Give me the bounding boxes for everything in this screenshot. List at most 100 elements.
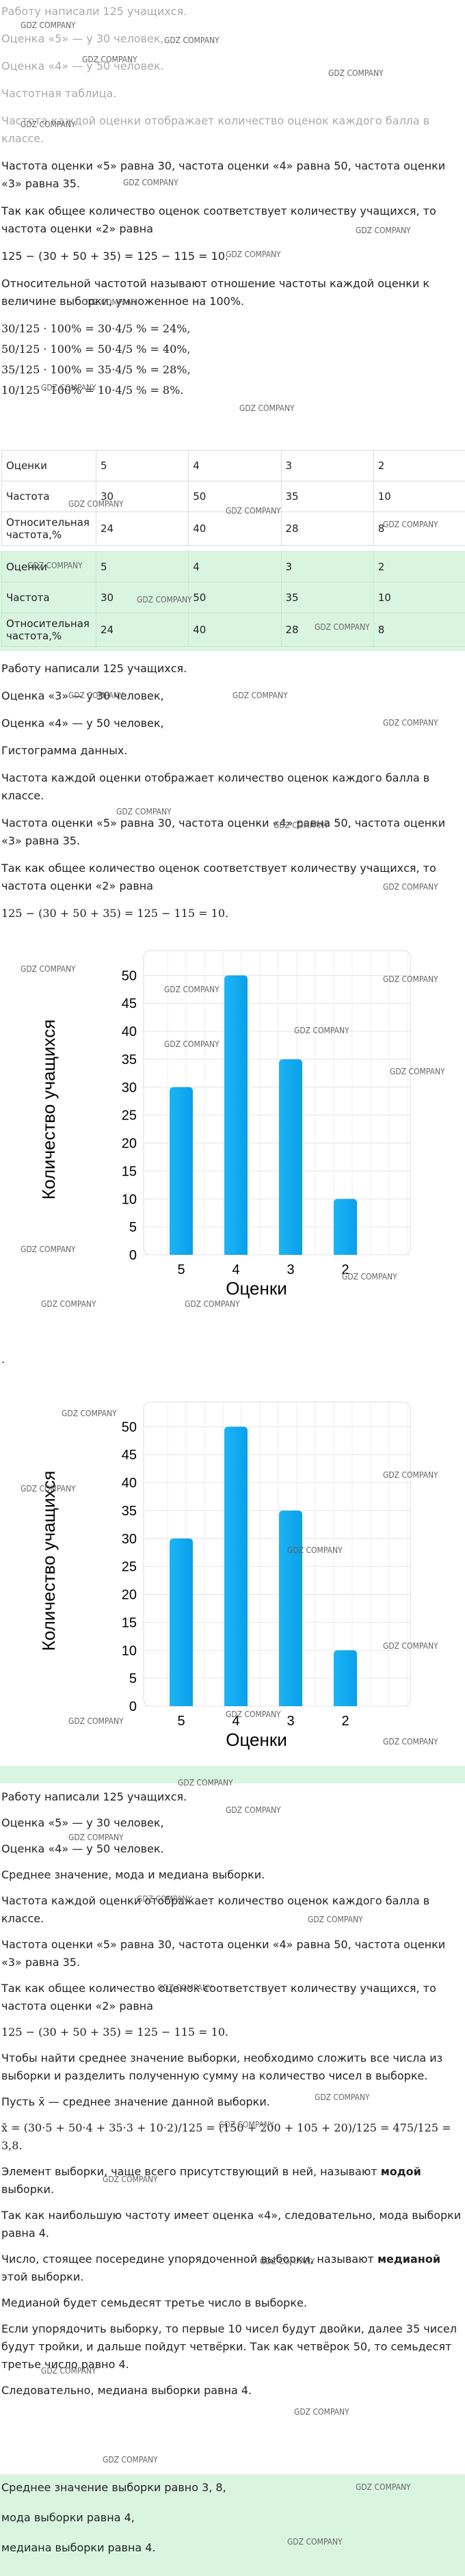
- table-cell: 5: [95, 450, 189, 481]
- watermark: GDZ COMPANY: [356, 2482, 411, 2492]
- frequency-table: Оценки 5 4 3 2 Частота 30 50 35 10 Относительная ч…: [0, 450, 465, 551]
- watermark: GDZ COMPANY: [383, 718, 438, 728]
- y-tick-label: 20: [122, 1137, 137, 1152]
- watermark: GDZ COMPANY: [239, 403, 295, 413]
- answer-block: Среднее значение выборки равно 3, 8, мода…: [0, 2474, 465, 2576]
- histogram-section: Работу написали 125 учащихся. Оценка «3» …: [0, 660, 465, 933]
- table-cell: 24: [95, 512, 189, 546]
- x-tick-label: 3: [287, 1262, 294, 1277]
- text: x̄ = (30·5 + 50·4 + 35·3 + 10·2)/125 = (…: [1, 2121, 451, 2152]
- text: Так как наибольшую частоту имеет оценка …: [1, 2209, 462, 2240]
- table-cell: 24: [95, 613, 189, 647]
- table-cell: 10: [373, 582, 465, 613]
- frequency-table-highlighted: Оценки 5 4 3 2 Частота 30 50 35 10 Относительная ч…: [0, 551, 465, 651]
- table-cell: 50: [188, 582, 282, 613]
- table-cell: 5: [95, 551, 189, 583]
- paragraph: Оценка «4» — у 50 человек,: [1, 717, 164, 730]
- watermark: GDZ COMPANY: [21, 21, 76, 30]
- table-cell: 8: [373, 613, 465, 647]
- y-tick-label: 25: [122, 1560, 137, 1575]
- x-axis-label: Оценки: [226, 1729, 287, 1750]
- x-tick-label: 5: [177, 1262, 185, 1277]
- paragraph: Оценка «4» — у 50 человек.: [1, 1840, 464, 1858]
- watermark: GDZ COMPANY: [342, 1272, 397, 1282]
- paragraph: Оценка «5» — у 30 человек,: [1, 32, 164, 45]
- table-cell: 30: [95, 582, 189, 613]
- y-tick-label: 40: [122, 1024, 137, 1039]
- paragraph: Число, стоящее посередине упорядоченной …: [1, 2250, 464, 2286]
- watermark: GDZ COMPANY: [294, 2407, 349, 2417]
- table-row: Относительная частота,% 24 40 28 8: [1, 613, 465, 647]
- x-axis-label: Оценки: [226, 1278, 287, 1299]
- y-tick-label: 5: [129, 1220, 137, 1235]
- text: Частота каждой оценки отображает количес…: [1, 1894, 430, 1925]
- watermark: GDZ COMPANY: [137, 595, 192, 605]
- text: Медианой будет семьдесят третье число в …: [1, 2296, 307, 2309]
- table-cell: 28: [280, 512, 374, 546]
- watermark: GDZ COMPANY: [21, 120, 76, 129]
- watermark: GDZ COMPANY: [41, 383, 96, 393]
- highlight-band: [0, 1766, 465, 1783]
- text: Так как общее количество оценок соответс…: [1, 1982, 436, 2013]
- watermark: GDZ COMPANY: [356, 226, 411, 235]
- watermark: GDZ COMPANY: [274, 821, 329, 830]
- y-tick-label: 5: [129, 1671, 137, 1686]
- paragraph: Частота оценки «5» равна 30, частота оце…: [1, 816, 446, 847]
- watermark: GDZ COMPANY: [383, 1470, 438, 1480]
- x-tick-label: 3: [287, 1714, 294, 1729]
- y-tick-label: 10: [122, 1192, 137, 1207]
- y-tick-label: 40: [122, 1476, 137, 1491]
- x-tick-label: 4: [232, 1262, 239, 1277]
- watermark: GDZ COMPANY: [68, 499, 124, 509]
- text: Если упорядочить выборку, то первые 10 ч…: [1, 2322, 457, 2371]
- watermark: GDZ COMPANY: [164, 36, 220, 45]
- y-tick-label: 45: [122, 1448, 137, 1463]
- y-tick-label: 30: [122, 1532, 137, 1547]
- watermark: GDZ COMPANY: [41, 1299, 96, 1309]
- watermark: GDZ COMPANY: [226, 1805, 281, 1815]
- watermark: GDZ COMPANY: [383, 974, 438, 984]
- intro-section: Работу написали 125 учащихся. Оценка «5» …: [0, 3, 465, 447]
- table-cell: 8: [373, 512, 465, 546]
- table-cell: 35: [280, 481, 374, 512]
- watermark: GDZ COMPANY: [21, 964, 76, 974]
- paragraph: Если упорядочить выборку, то первые 10 ч…: [1, 2320, 464, 2374]
- watermark: GDZ COMPANY: [164, 985, 220, 994]
- watermark: GDZ COMPANY: [226, 250, 281, 259]
- text: Пусть x̄ — среднее значение данной выбор…: [1, 2095, 270, 2108]
- table-cell: 10: [373, 481, 465, 512]
- bar: [279, 1059, 302, 1255]
- paragraph: x̄ = (30·5 + 50·4 + 35·3 + 10·2)/125 = (…: [1, 2119, 464, 2155]
- table-cell: 2: [373, 551, 465, 583]
- table-cell: 35: [280, 582, 374, 613]
- y-tick-label: 30: [122, 1080, 137, 1096]
- watermark: GDZ COMPANY: [185, 1299, 240, 1309]
- table-cell: Относительная частота,%: [1, 613, 96, 647]
- watermark: GDZ COMPANY: [226, 1710, 281, 1719]
- x-tick-label: 5: [177, 1714, 185, 1729]
- y-axis-label: Количество учащихся: [38, 1471, 59, 1651]
- text: 125 − (30 + 50 + 35) = 125 − 115 = 10.: [1, 2026, 229, 2039]
- y-tick-label: 10: [122, 1643, 137, 1658]
- text: Оценка «5» — у 30 человек,: [1, 1816, 164, 1829]
- text: Элемент выборки, чаще всего присутствующ…: [1, 2165, 381, 2178]
- paragraph: Гистограмма данных.: [1, 744, 128, 757]
- watermark: GDZ COMPANY: [27, 561, 83, 570]
- paragraph: 125 − (30 + 50 + 35) = 125 − 115 = 10.: [1, 907, 229, 920]
- histogram-chart: 0 5 10 15 20 25 30 35 40 45 50 5 4 3 2 Оценки Количество…: [38, 1401, 411, 1750]
- watermark: GDZ COMPANY: [294, 1026, 349, 1035]
- text: Чтобы найти среднее значение выборки, не…: [1, 2051, 443, 2082]
- paragraph: Работу написали 125 учащихся.: [1, 1788, 464, 1806]
- watermark: GDZ COMPANY: [157, 1983, 213, 1993]
- table-cell: 4: [188, 551, 282, 583]
- paragraph: 35/125 · 100% = 35·4/5 % = 28%,: [1, 363, 191, 376]
- paragraph: Медианой будет семьдесят третье число в …: [1, 2294, 464, 2312]
- statistics-section: Работу написали 125 учащихся. Оценка «5» …: [0, 1788, 465, 2472]
- bar: [224, 975, 248, 1255]
- table-row: Оценки 5 4 3 2: [1, 450, 465, 481]
- x-tick-label: 4: [232, 1714, 239, 1729]
- text: Частота оценки «5» равна 30, частота оце…: [1, 1938, 446, 1969]
- table-cell: 40: [188, 613, 282, 647]
- paragraph: Частота оценки «5» равна 30, частота оце…: [1, 159, 446, 190]
- text: этой выборки.: [1, 2270, 84, 2283]
